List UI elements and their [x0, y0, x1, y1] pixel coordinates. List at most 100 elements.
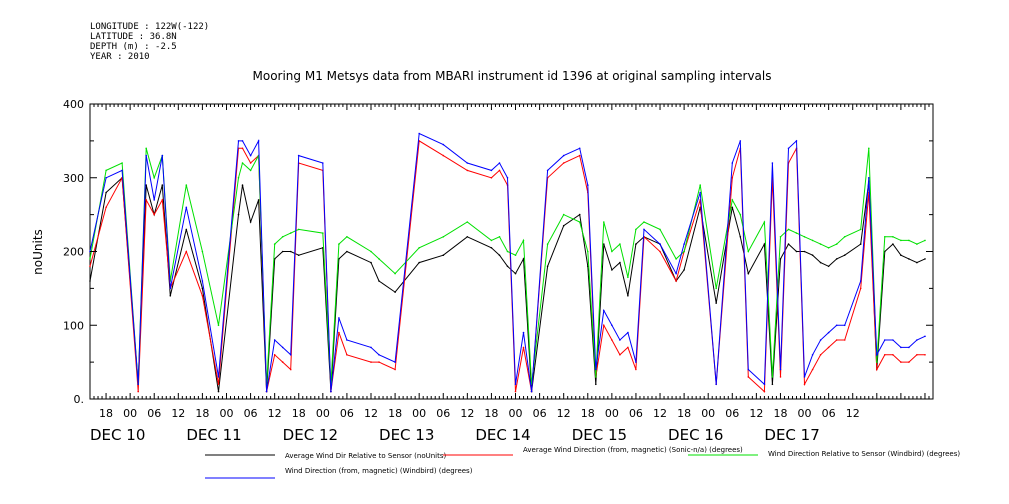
- legend-label: Wind Direction (from, magnetic) (Windbir…: [285, 467, 473, 475]
- data-point: [185, 250, 188, 253]
- data-point: [217, 390, 220, 393]
- data-point: [546, 265, 549, 268]
- data-point: [595, 376, 597, 378]
- data-point: [394, 361, 396, 363]
- data-point: [346, 236, 348, 238]
- data-point: [908, 346, 910, 349]
- data-point: [394, 368, 396, 371]
- x-hour-label: 00: [123, 407, 137, 420]
- data-point: [603, 324, 605, 327]
- data-point: [843, 236, 846, 238]
- data-point: [346, 354, 348, 356]
- data-point: [763, 243, 766, 245]
- x-hour-label: 00: [798, 407, 812, 420]
- data-point: [779, 376, 782, 378]
- data-point: [619, 243, 621, 245]
- data-point: [916, 339, 918, 341]
- data-point: [249, 169, 252, 172]
- data-point: [273, 339, 276, 341]
- data-point: [827, 331, 830, 334]
- data-point: [595, 368, 597, 371]
- data-point: [892, 354, 894, 356]
- data-point: [490, 239, 493, 242]
- data-point: [675, 258, 677, 260]
- data-point: [338, 243, 340, 245]
- data-point: [587, 184, 589, 186]
- data-point: [137, 390, 139, 393]
- data-point: [916, 261, 918, 264]
- legend: Average Wind Dir Relative to Sensor (noU…: [205, 446, 960, 479]
- data-point: [378, 361, 380, 363]
- data-point: [643, 228, 645, 231]
- data-point: [859, 243, 862, 245]
- data-point: [289, 368, 292, 371]
- data-point: [514, 383, 517, 386]
- data-point: [795, 140, 798, 142]
- data-point: [105, 169, 107, 172]
- x-day-label: DEC 16: [668, 426, 723, 444]
- data-point: [297, 254, 300, 256]
- data-point: [217, 383, 220, 386]
- data-point: [916, 354, 918, 356]
- chart-title: Mooring M1 Metsys data from MBARI instru…: [253, 69, 772, 83]
- data-point: [731, 177, 734, 179]
- x-hour-label: 00: [701, 407, 715, 420]
- data-point: [201, 250, 204, 253]
- x-day-label: DEC 14: [475, 426, 530, 444]
- data-point: [546, 169, 549, 172]
- data-point: [237, 140, 240, 142]
- x-hour-label: 06: [244, 407, 258, 420]
- data-point: [779, 368, 782, 371]
- data-point: [378, 280, 380, 282]
- data-point: [578, 147, 581, 150]
- data-point: [892, 339, 894, 341]
- data-point: [466, 236, 469, 238]
- data-point: [562, 154, 565, 157]
- data-point: [466, 169, 469, 172]
- axis-layer: 0. 100 200 300 400 18 00 06 12 18 00 06 12 18 00 06 12 18…: [63, 98, 934, 444]
- x-day-label: DEC 15: [572, 426, 627, 444]
- data-point: [908, 361, 910, 363]
- data-point: [683, 269, 685, 271]
- data-point: [675, 280, 677, 282]
- data-point: [498, 169, 501, 172]
- data-point: [715, 383, 717, 386]
- data-point: [763, 383, 766, 386]
- data-point: [105, 177, 107, 179]
- x-hour-label: 18: [581, 407, 595, 420]
- data-point: [683, 250, 685, 253]
- data-point: [900, 239, 902, 242]
- data-point: [811, 368, 814, 371]
- data-point: [827, 265, 830, 268]
- data-point: [803, 376, 806, 378]
- data-point: [787, 243, 790, 245]
- y-tick-label: 300: [63, 172, 84, 185]
- data-point: [659, 250, 661, 253]
- data-point: [611, 339, 613, 341]
- data-point: [338, 317, 340, 319]
- plot-frame: [89, 103, 934, 400]
- data-point: [603, 309, 605, 312]
- data-point: [498, 162, 501, 164]
- data-point: [185, 184, 188, 186]
- data-point: [843, 324, 846, 327]
- data-point: [771, 383, 774, 386]
- data-point: [322, 162, 324, 164]
- data-point: [330, 390, 332, 393]
- data-point: [418, 261, 421, 264]
- data-point: [281, 236, 284, 238]
- data-point: [859, 280, 862, 282]
- data-point: [803, 250, 806, 253]
- data-point: [900, 361, 902, 363]
- data-point: [145, 154, 147, 157]
- data-point: [835, 243, 838, 245]
- data-point: [715, 287, 717, 290]
- data-point: [731, 206, 734, 209]
- data-point: [884, 339, 886, 341]
- data-point: [819, 261, 822, 264]
- data-point: [442, 254, 445, 256]
- x-hour-label: 00: [605, 407, 619, 420]
- series-layer: [89, 132, 926, 393]
- data-point: [105, 191, 107, 194]
